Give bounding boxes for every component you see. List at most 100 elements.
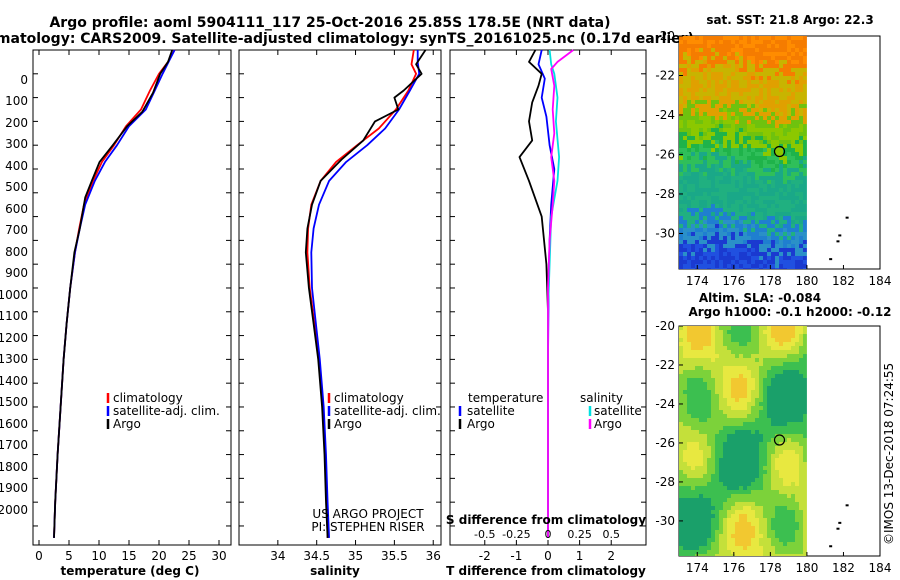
panel-sst-cell — [775, 80, 779, 84]
panel-sla-cell — [699, 330, 703, 334]
panel-sla-cell — [691, 366, 695, 370]
panel-sla-cell — [799, 546, 803, 550]
panel-sla-cell — [735, 410, 739, 414]
panel-sst-cell — [679, 172, 683, 176]
panel-sst-cell — [755, 200, 759, 204]
panel-sla-cell — [679, 342, 683, 346]
panel-sst-cell — [791, 40, 795, 44]
panel-sst-cell — [743, 228, 747, 232]
panel-sst-cell — [731, 76, 735, 80]
panel-sla-cell — [691, 418, 695, 422]
panel-sst-cell — [727, 40, 731, 44]
panel-sst-xtick-label: 180 — [795, 274, 818, 288]
panel-sst-cell — [735, 144, 739, 148]
panel-sla-cell — [791, 422, 795, 426]
panel-sst-cell — [691, 248, 695, 252]
panel-sst-cell — [679, 224, 683, 228]
panel-sla-cell — [695, 470, 699, 474]
panel-sst-cell — [743, 136, 747, 140]
panel-sst-cell — [679, 148, 683, 152]
panel-sst-cell — [695, 208, 699, 212]
panel-sst-cell — [759, 196, 763, 200]
panel-sla-cell — [711, 454, 715, 458]
panel-sla-cell — [703, 370, 707, 374]
panel-sst-cell — [687, 144, 691, 148]
panel-sst-cell — [703, 216, 707, 220]
panel-sst-cell — [707, 40, 711, 44]
panel-sla-cell — [707, 414, 711, 418]
panel-sla-cell — [735, 494, 739, 498]
panel-sst-cell — [795, 240, 799, 244]
panel-sla-cell — [783, 494, 787, 498]
panel-sla-cell — [803, 510, 807, 514]
panel-sla-cell — [775, 422, 779, 426]
panel-sst-cell — [771, 108, 775, 112]
panel-sst-cell — [735, 212, 739, 216]
panel-sla-cell — [763, 530, 767, 534]
panel-sst-cell — [759, 228, 763, 232]
panel-sla-cell — [759, 338, 763, 342]
panel-sla-cell — [755, 362, 759, 366]
panel-sla-cell — [747, 330, 751, 334]
panel-sst-cell — [739, 52, 743, 56]
panel-sst-cell — [719, 76, 723, 80]
panel-sst-cell — [703, 148, 707, 152]
panel-sla-cell — [771, 502, 775, 506]
panel-sla-cell — [795, 350, 799, 354]
panel-sst-cell — [771, 208, 775, 212]
panel-sla-cell — [719, 382, 723, 386]
panel-sst-cell — [755, 152, 759, 156]
panel-sst-cell — [679, 200, 683, 204]
panel-sla-cell — [743, 394, 747, 398]
panel-sst-cell — [683, 96, 687, 100]
panel-sst-cell — [767, 216, 771, 220]
panel-sst-cell — [719, 176, 723, 180]
panel-sst-cell — [703, 264, 707, 268]
panel-sst-cell — [787, 72, 791, 76]
panel-sst-cell — [707, 112, 711, 116]
panel-sst-cell — [751, 36, 755, 40]
panel-sst-cell — [687, 56, 691, 60]
panel-sla-cell — [771, 510, 775, 514]
panel-t-series-argo — [53, 49, 174, 538]
panel-sst-cell — [683, 236, 687, 240]
panel-sst-cell — [767, 172, 771, 176]
panel-sst-cell — [679, 64, 683, 68]
panel-sla-cell — [751, 378, 755, 382]
panel-sla-cell — [723, 418, 727, 422]
panel-sla-cell — [731, 370, 735, 374]
panel-sla-cell — [743, 550, 747, 554]
panel-sla-cell — [767, 478, 771, 482]
panel-sst-cell — [711, 252, 715, 256]
panel-sla-cell — [695, 346, 699, 350]
panel-sst-cell — [739, 152, 743, 156]
panel-sla-cell — [763, 458, 767, 462]
panel-sla-cell — [715, 486, 719, 490]
panel-sst-cell — [791, 80, 795, 84]
panel-sst-cell — [735, 96, 739, 100]
panel-sst-cell — [755, 240, 759, 244]
panel-sla-cell — [755, 534, 759, 538]
panel-sla-cell — [755, 422, 759, 426]
panel-sst-cell — [719, 260, 723, 264]
panel-sst-cell — [771, 148, 775, 152]
panel-sla-cell — [787, 498, 791, 502]
panel-sst-cell — [747, 40, 751, 44]
panel-sla-cell — [687, 386, 691, 390]
panel-sla-cell — [755, 446, 759, 450]
panel-sla-cell — [683, 438, 687, 442]
panel-sla-cell — [779, 334, 783, 338]
panel-sst-cell — [771, 176, 775, 180]
panel-sla-cell — [727, 386, 731, 390]
panel-sla-cell — [803, 478, 807, 482]
panel-sla-cell — [775, 402, 779, 406]
panel-sst-cell — [687, 84, 691, 88]
panel-sst-cell — [791, 96, 795, 100]
panel-sla-cell — [803, 438, 807, 442]
panel-sla-cell — [787, 554, 791, 556]
panel-sst-cell — [683, 268, 687, 269]
panel-sst-cell — [691, 152, 695, 156]
panel-sst-cell — [719, 256, 723, 260]
panel-sla-cell — [707, 446, 711, 450]
panel-sst-cell — [715, 168, 719, 172]
